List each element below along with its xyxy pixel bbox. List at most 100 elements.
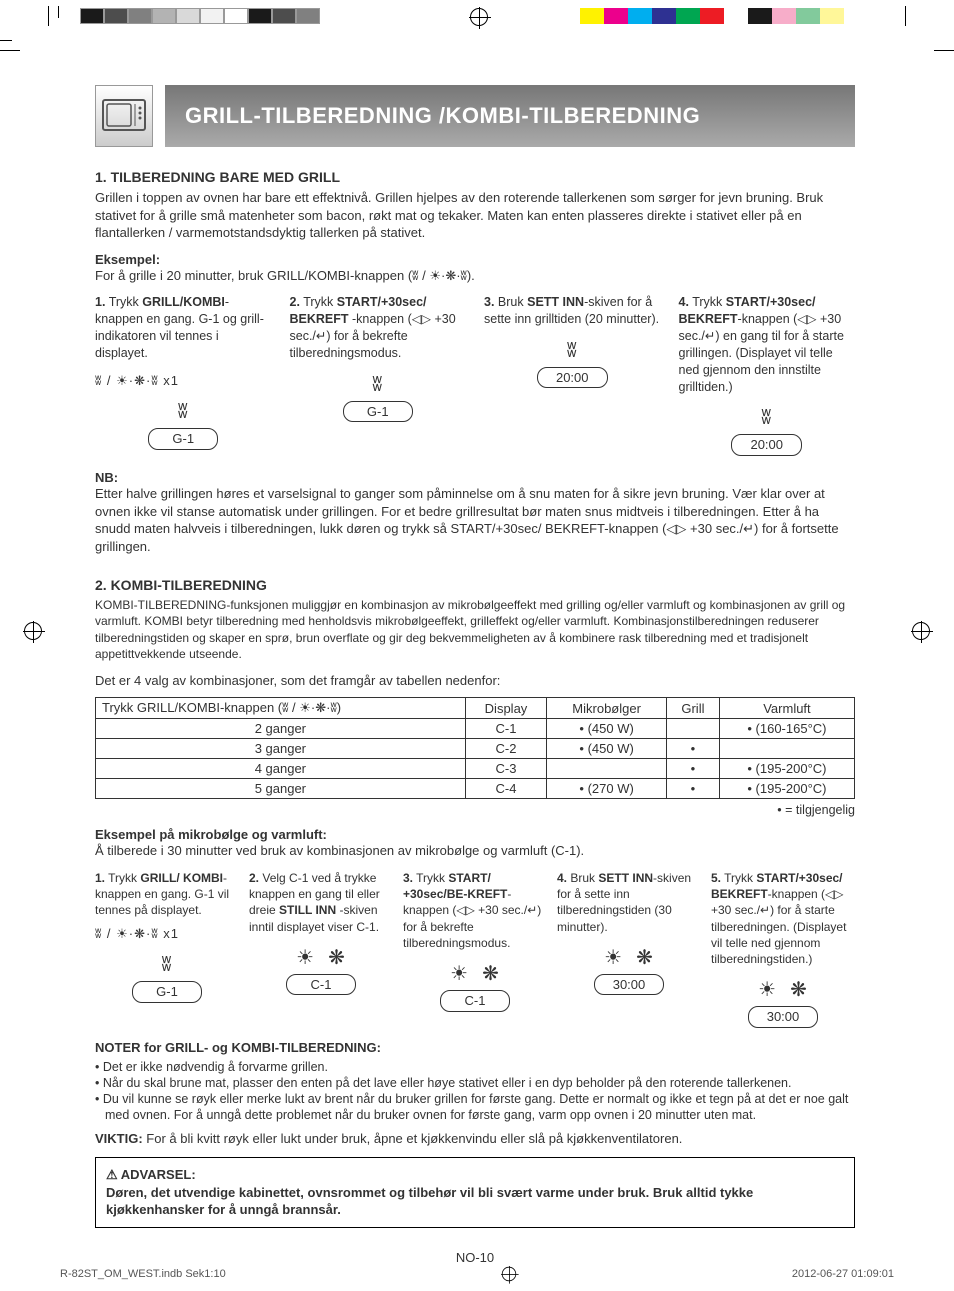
table-cell: • (270 W) [547,779,667,799]
example2-title: Eksempel på mikrobølge og varmluft: [95,827,855,842]
step-number: 2. [290,295,300,309]
combi-step-2: 2. Velg C-1 ved å trykke knappen en gang… [249,870,393,1028]
page-number: NO-10 [95,1250,855,1265]
eksempel-label: Eksempel: [95,252,855,267]
table-row: 3 gangerC-2• (450 W)• [96,739,855,759]
warning-title: ⚠ ADVARSEL: [106,1167,196,1182]
step-text: Trykk [692,295,726,309]
table-cell: 2 ganger [96,719,466,739]
notes-list: Det er ikke nødvendig å forvarme grillen… [95,1059,855,1124]
display-box: 20:00 [537,367,608,389]
registration-mark-icon [470,8,488,26]
th-display: Display [465,698,547,719]
step-text: Trykk [303,295,337,309]
warning-box: ⚠ ADVARSEL: Døren, det utvendige kabinet… [95,1157,855,1228]
grill-wave-icon: ʬ [679,405,856,432]
grill-wave-icon: ʬ [484,338,661,365]
page-title: GRILL-TILBEREDNING /KOMBI-TILBEREDNING [165,85,855,147]
display-box: G-1 [343,401,413,423]
section-2-title: 2. KOMBI-TILBEREDNING [95,577,855,593]
step-number: 3. [484,295,494,309]
table-cell: 3 ganger [96,739,466,759]
list-item: Du vil kunne se røyk eller merke lukt av… [95,1091,855,1124]
nb-paragraph: Etter halve grillingen høres et varselsi… [95,485,855,555]
step-text: Trykk [108,871,140,885]
table-cell: • (195-200°C) [719,759,854,779]
step-number: 5. [711,871,721,885]
combi-step-1: 1. Trykk GRILL/ KOMBI-knappen en gang. G… [95,870,239,1028]
section-1-paragraph: Grillen i toppen av ovnen har bare ett e… [95,189,855,242]
combi-icon: ☀ ❋ [403,961,547,988]
table-cell [547,759,667,779]
footer: R-82ST_OM_WEST.indb Sek1:10 2012-06-27 0… [60,1265,894,1283]
th-conv: Varmluft [719,698,854,719]
step-bold: STILL INN [279,903,336,917]
grill-wave-icon: ʬ [290,372,467,399]
table-cell: 5 ganger [96,779,466,799]
combi-step-5: 5. Trykk START/+30sec/ BEKREFT-knappen (… [711,870,855,1028]
step-bold: GRILL/ KOMBI [140,871,223,885]
list-item: Når du skal brune mat, plasser den enten… [95,1075,855,1091]
step-text: Trykk [724,871,756,885]
grill-wave-icon: ʬ [95,952,239,979]
display-box: G-1 [132,981,202,1003]
mode-icon-row: ʬ / ☀·❋·ʬ x1 [95,372,272,390]
step-number: 4. [679,295,689,309]
footer-timestamp: 2012-06-27 01:09:01 [792,1268,894,1280]
step-bold: SETT INN [527,295,584,309]
table-cell: • (450 W) [547,739,667,759]
step-3: 3. Bruk SETT INN-skiven for å sette inn … [484,294,661,456]
table-header-row: Trykk GRILL/KOMBI-knappen (ʬ / ☀·❋·ʬ) Di… [96,698,855,719]
viktig-text: For å bli kvitt røyk eller lukt under br… [143,1131,683,1146]
combi-steps: 1. Trykk GRILL/ KOMBI-knappen en gang. G… [95,870,855,1028]
table-cell [666,719,719,739]
combi-table: Trykk GRILL/KOMBI-knappen (ʬ / ☀·❋·ʬ) Di… [95,697,855,799]
table-cell: • [666,779,719,799]
table-cell: • (195-200°C) [719,779,854,799]
table-cell: C-1 [465,719,547,739]
table-cell: 4 ganger [96,759,466,779]
step-text: Bruk [498,295,527,309]
th-grill: Grill [666,698,719,719]
table-cell: C-2 [465,739,547,759]
list-item: Det er ikke nødvendig å forvarme grillen… [95,1059,855,1075]
table-cell: C-3 [465,759,547,779]
table-intro: Det er 4 valg av kombinasjoner, som det … [95,672,855,690]
table-row: 5 gangerC-4• (270 W)•• (195-200°C) [96,779,855,799]
eksempel-line: For å grille i 20 minutter, bruk GRILL/K… [95,267,855,285]
registration-mark-icon [502,1267,516,1281]
table-cell: C-4 [465,779,547,799]
combi-icon: ☀ ❋ [557,945,701,972]
display-box: 20:00 [731,434,802,456]
combi-step-4: 4. Bruk SETT INN-skiven for å sette inn … [557,870,701,1028]
warning-text: Døren, det utvendige kabinettet, ovnsrom… [106,1185,753,1218]
table-row: 4 gangerC-3 •• (195-200°C) [96,759,855,779]
tilgjengelig-note: • = tilgjengelig [95,803,855,817]
display-box: G-1 [148,428,218,450]
table-cell: • [666,759,719,779]
table-cell: • (450 W) [547,719,667,739]
example2-line: Å tilberede i 30 minutter ved bruk av ko… [95,842,855,860]
mode-icon-row: ʬ / ☀·❋·ʬ x1 [95,925,239,943]
display-box: 30:00 [594,974,665,996]
viktig-label: VIKTIG: [95,1131,143,1146]
th-micro: Mikrobølger [547,698,667,719]
step-number: 4. [557,871,567,885]
step-number: 1. [95,871,105,885]
table-cell: • [666,739,719,759]
section-2-paragraph: KOMBI-TILBEREDNING-funksjonen muliggjør … [95,597,855,662]
step-4: 4. Trykk START/+30sec/ BEKREFT-knappen (… [679,294,856,456]
step-number: 1. [95,295,105,309]
step-number: 3. [403,871,413,885]
step-bold: GRILL/KOMBI [142,295,225,309]
table-cell [719,739,854,759]
step-text: Trykk [416,871,448,885]
display-box: C-1 [286,974,356,996]
section-1-title: 1. TILBEREDNING BARE MED GRILL [95,169,855,185]
page-content: GRILL-TILBEREDNING /KOMBI-TILBEREDNING 1… [95,85,855,1265]
registration-mark-icon [912,622,930,640]
step-bold: SETT INN [598,871,653,885]
microwave-icon [95,85,153,147]
grill-wave-icon: ʬ [95,399,272,426]
table-row: 2 gangerC-1• (450 W)• (160-165°C) [96,719,855,739]
